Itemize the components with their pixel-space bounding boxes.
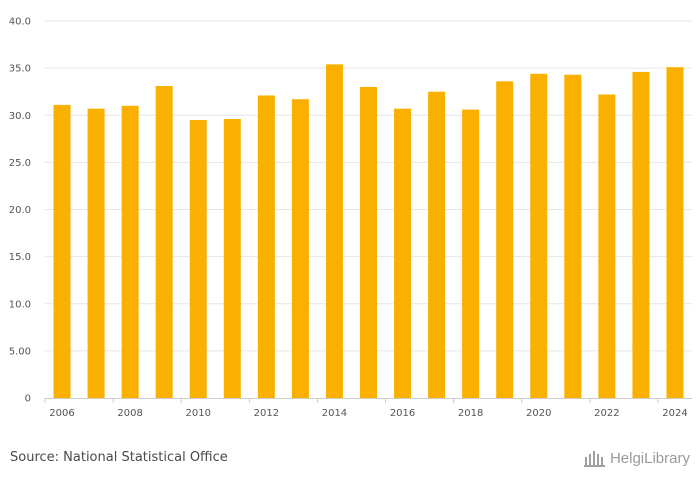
bar-2017 bbox=[428, 91, 446, 398]
x-tick-label: 2010 bbox=[186, 408, 211, 419]
helgi-library-logo-icon bbox=[583, 451, 605, 467]
bar-2019 bbox=[496, 81, 514, 398]
x-axis-ticks: 2006 2008 2010 2012 2014 2016 2018 2020 2022 2024 bbox=[44, 398, 688, 419]
x-tick-label: 2018 bbox=[458, 408, 483, 419]
bar-2016 bbox=[394, 108, 412, 398]
y-tick-label: 5.00 bbox=[9, 346, 31, 357]
bar-2022 bbox=[598, 94, 616, 398]
x-tick-label: 2008 bbox=[117, 408, 142, 419]
x-tick-label: 2014 bbox=[322, 408, 347, 419]
logo-text: HelgiLibrary bbox=[609, 449, 690, 467]
bar-2008 bbox=[121, 105, 139, 398]
bars bbox=[53, 64, 684, 399]
y-tick-label: 15.0 bbox=[9, 252, 31, 263]
bar-2021 bbox=[564, 74, 582, 398]
y-tick-label: 30.0 bbox=[9, 111, 31, 122]
y-tick-label: 10.0 bbox=[9, 299, 31, 310]
x-tick-label: 2012 bbox=[254, 408, 279, 419]
bar-2006 bbox=[53, 104, 71, 398]
bar-2023 bbox=[632, 71, 650, 399]
x-tick-label: 2020 bbox=[526, 408, 551, 419]
x-tick-label: 2016 bbox=[390, 408, 415, 419]
y-tick-label: 35.0 bbox=[9, 64, 31, 75]
y-tick-label: 40.0 bbox=[9, 17, 31, 28]
bar-2011 bbox=[223, 119, 241, 399]
bar-2007 bbox=[87, 108, 105, 398]
bar-2020 bbox=[530, 73, 548, 398]
bar-2009 bbox=[155, 86, 173, 398]
y-tick-label: 0 bbox=[25, 394, 31, 405]
x-tick-label: 2024 bbox=[662, 408, 687, 419]
bar-2012 bbox=[257, 95, 275, 399]
y-tick-label: 20.0 bbox=[9, 205, 31, 216]
bar-2013 bbox=[291, 99, 309, 398]
bar-2010 bbox=[189, 119, 207, 399]
y-axis-tick-labels: 0 5.00 10.0 15.0 20.0 25.0 30.0 35.0 40.0 bbox=[9, 17, 31, 405]
bar-2018 bbox=[462, 109, 480, 398]
x-tick-label: 2006 bbox=[49, 408, 74, 419]
source-note: Source: National Statistical Office bbox=[10, 450, 228, 465]
helgi-library-logo: HelgiLibrary bbox=[583, 449, 690, 467]
bar-2015 bbox=[360, 86, 377, 398]
y-tick-label: 25.0 bbox=[9, 158, 31, 169]
bar-2024 bbox=[666, 67, 684, 399]
bar-2014 bbox=[325, 64, 343, 398]
x-tick-label: 2022 bbox=[594, 408, 619, 419]
